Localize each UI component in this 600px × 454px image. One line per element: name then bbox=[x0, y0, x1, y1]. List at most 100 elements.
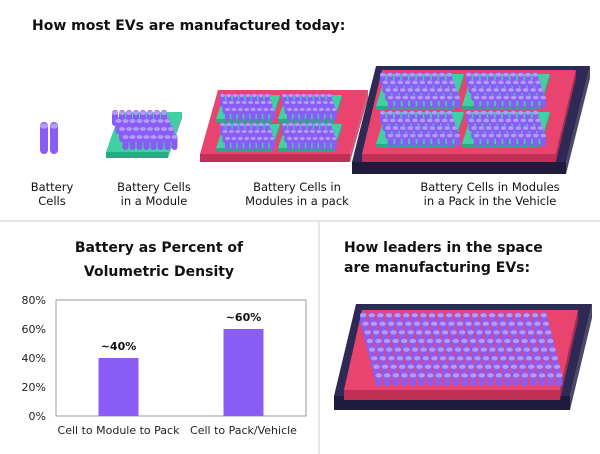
battery-cell-top bbox=[527, 80, 534, 85]
battery-cell-top bbox=[380, 110, 386, 115]
battery-cell-top bbox=[545, 330, 552, 335]
battery-cell-top bbox=[530, 88, 536, 92]
battery-cell-top bbox=[471, 313, 479, 318]
top-title: How most EVs are manufactured today: bbox=[32, 18, 346, 34]
battery-cell-top bbox=[400, 126, 406, 130]
battery-cell bbox=[40, 122, 48, 154]
battery-cell-top bbox=[395, 95, 401, 100]
battery-cell-top bbox=[480, 110, 487, 115]
label-battery-cells: Battery Cells bbox=[30, 180, 74, 208]
battery-cell-top bbox=[480, 347, 487, 352]
battery-cell-top bbox=[231, 136, 237, 141]
battery-cell-top bbox=[431, 356, 438, 361]
volumetric-density-chart-panel: Battery as Percent of Volumetric Density… bbox=[0, 222, 318, 454]
battery-cell-top bbox=[299, 107, 305, 112]
battery-cell-top bbox=[319, 107, 324, 112]
battery-cell-top bbox=[411, 313, 418, 318]
battery-cell-top bbox=[379, 321, 386, 326]
battery-cell-top bbox=[504, 338, 511, 344]
battery-cell-top bbox=[269, 136, 275, 141]
battery-cell-top bbox=[385, 88, 391, 92]
battery-cell-top bbox=[491, 321, 498, 326]
battery-cell-top bbox=[452, 373, 460, 378]
battery-cell-top bbox=[375, 373, 382, 378]
battery-cell-top bbox=[168, 127, 174, 131]
battery-cell-top bbox=[519, 364, 526, 369]
battery-cell-top bbox=[523, 126, 529, 130]
battery-cell-top bbox=[390, 118, 396, 123]
battery-cell-top bbox=[419, 118, 426, 123]
battery-cell-top bbox=[519, 330, 526, 335]
battery-cell-top bbox=[432, 95, 438, 100]
y-tick-label: 80% bbox=[22, 294, 46, 307]
pack-tray-front bbox=[200, 154, 350, 162]
battery-cell-top bbox=[150, 135, 157, 139]
battery-cell-top bbox=[470, 373, 477, 378]
battery-cell-top bbox=[405, 321, 412, 326]
battery-cell-top bbox=[225, 136, 230, 141]
battery-cell-top bbox=[487, 373, 494, 378]
battery-cell-top bbox=[418, 338, 425, 344]
battery-cell-top bbox=[284, 129, 290, 134]
battery-cell-top bbox=[403, 347, 410, 352]
battery-cell-top bbox=[476, 80, 482, 85]
battery-cell-top bbox=[154, 127, 160, 131]
chart-title: Battery as Percent of Volumetric Density bbox=[74, 240, 244, 280]
battery-cell-top bbox=[241, 100, 247, 105]
battery-cell-top bbox=[237, 136, 243, 141]
battery-cell-top bbox=[288, 93, 294, 98]
battery-cell-top bbox=[424, 110, 431, 115]
vehicle-tray-side bbox=[566, 66, 590, 174]
battery-cell-top bbox=[517, 72, 524, 77]
battery-cell-top bbox=[444, 373, 451, 378]
bar bbox=[98, 358, 139, 416]
pack-module-front bbox=[278, 148, 334, 152]
battery-cell-top bbox=[527, 118, 534, 123]
battery-cell-top bbox=[364, 330, 371, 335]
battery-cell-top bbox=[301, 93, 307, 98]
battery-cell-top bbox=[140, 111, 146, 115]
battery-cell-top bbox=[437, 313, 444, 318]
battery-cell-top bbox=[540, 95, 546, 100]
battery-cell-top bbox=[401, 338, 408, 344]
battery-cell-top bbox=[537, 88, 544, 92]
battery-cell-top bbox=[164, 119, 171, 123]
battery-cell-top bbox=[496, 95, 502, 100]
y-tick-label: 60% bbox=[22, 323, 46, 336]
battery-cell-top bbox=[525, 95, 532, 100]
battery-cell-top bbox=[260, 100, 266, 105]
battery-cell-top bbox=[394, 110, 401, 115]
battery-cell-top bbox=[538, 373, 546, 378]
battery-cell-top bbox=[136, 135, 143, 139]
battery-cell-top bbox=[514, 313, 522, 318]
battery-cell-top bbox=[371, 356, 378, 361]
battery-cell-top bbox=[411, 347, 419, 352]
vehicle-pack-tray-side bbox=[556, 70, 576, 162]
battery-cell-top bbox=[417, 95, 424, 100]
battery-cell-top bbox=[542, 321, 550, 326]
battery-cell-top bbox=[402, 95, 409, 100]
battery-cell-top bbox=[482, 321, 489, 326]
battery-cell-top bbox=[517, 321, 524, 326]
battery-cell-top bbox=[396, 356, 404, 361]
leaders-title: How leaders in the space are manufacturi… bbox=[344, 240, 543, 276]
battery-cell-top bbox=[241, 129, 247, 134]
battery-cell-top bbox=[303, 100, 309, 105]
battery-cell-top bbox=[314, 93, 319, 98]
battery-cell-top bbox=[122, 135, 129, 139]
battery-cell-top bbox=[303, 129, 309, 134]
battery-cell-top bbox=[478, 373, 485, 378]
battery-cell-top bbox=[474, 321, 481, 326]
battery-cell-top bbox=[495, 72, 502, 77]
battery-cell-top bbox=[446, 313, 453, 318]
battery-cell-top bbox=[420, 347, 427, 352]
battery-cell-top bbox=[435, 338, 442, 344]
battery-cell-top bbox=[454, 313, 461, 318]
battery-cell-top bbox=[488, 110, 494, 115]
battery-cell-top bbox=[429, 126, 436, 130]
battery-cell-top bbox=[407, 364, 414, 369]
battery-cell-top bbox=[254, 100, 260, 105]
battery-cell-top bbox=[549, 347, 556, 352]
battery-cell-top bbox=[543, 356, 550, 361]
battery-cell-top bbox=[401, 373, 408, 378]
